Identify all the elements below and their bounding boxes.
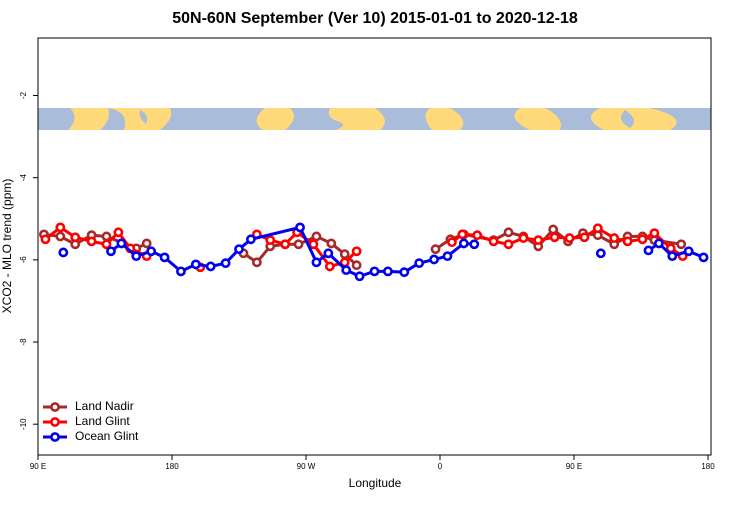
x-tick-label: 90 W: [297, 462, 316, 471]
point: [649, 228, 660, 239]
point: [354, 271, 365, 282]
point: [592, 223, 603, 234]
map-water: [38, 108, 711, 130]
x-tick-label: 180: [701, 462, 715, 471]
chart-title: 50N-60N September (Ver 10) 2015-01-01 to…: [172, 10, 578, 27]
point: [339, 249, 350, 260]
point: [399, 267, 410, 278]
point: [55, 231, 66, 242]
x-tick-label: 180: [165, 462, 179, 471]
legend-marker: [50, 432, 60, 442]
point: [667, 251, 678, 262]
point: [55, 222, 66, 233]
y-tick-label: -6: [19, 256, 28, 264]
point: [106, 246, 116, 257]
point: [430, 244, 441, 255]
point: [579, 232, 590, 243]
point: [176, 266, 186, 277]
point: [295, 222, 305, 233]
point: [518, 233, 529, 243]
x-tick-label: 0: [438, 462, 443, 471]
point: [40, 234, 51, 245]
x-tick-label: 90 E: [566, 462, 582, 471]
point: [503, 239, 514, 250]
point: [458, 238, 469, 249]
point: [293, 239, 304, 250]
point: [653, 238, 664, 249]
point: [564, 233, 575, 243]
point: [116, 238, 127, 249]
point: [429, 254, 439, 265]
point: [503, 227, 514, 238]
point: [101, 231, 112, 242]
point: [447, 237, 457, 248]
y-tick-label: -8: [19, 338, 28, 346]
point: [234, 244, 244, 255]
point: [683, 246, 694, 257]
point: [323, 248, 334, 259]
point: [457, 229, 468, 240]
y-axis-label: XCO2 - MLO trend (ppm): [0, 179, 14, 314]
point: [488, 236, 499, 247]
y-tick-label: -2: [19, 91, 28, 99]
legend-marker: [50, 402, 60, 412]
point: [131, 251, 142, 262]
point: [622, 236, 633, 247]
point: [549, 232, 560, 243]
point: [643, 245, 654, 256]
legend-label: Land Glint: [75, 414, 130, 428]
map-land: [38, 108, 711, 130]
point: [676, 239, 687, 250]
point: [246, 234, 256, 245]
point: [220, 258, 231, 269]
point: [533, 235, 544, 246]
point: [326, 238, 337, 249]
legend-marker: [50, 417, 60, 427]
point: [472, 230, 483, 241]
point: [698, 252, 709, 263]
legend-label: Ocean Glint: [75, 429, 139, 443]
point: [469, 239, 480, 250]
point: [251, 257, 262, 268]
point: [311, 257, 322, 268]
point: [58, 247, 69, 258]
point: [141, 238, 152, 249]
point: [383, 266, 393, 277]
point: [595, 248, 606, 259]
point: [190, 259, 201, 270]
point: [113, 227, 124, 238]
point: [548, 224, 559, 235]
point: [101, 239, 112, 250]
plot-frame: [37, 37, 712, 456]
point: [414, 258, 425, 269]
point: [205, 261, 216, 272]
point: [308, 239, 319, 250]
point: [146, 246, 157, 257]
point: [442, 251, 453, 262]
point: [159, 252, 170, 263]
point: [637, 234, 648, 245]
x-tick-label: 90 E: [30, 462, 46, 471]
y-tick-label: -10: [19, 418, 28, 430]
point: [280, 239, 291, 250]
x-axis-label: Longitude: [349, 476, 402, 490]
point: [369, 266, 380, 277]
point: [86, 236, 97, 247]
y-tick-label: -4: [19, 174, 28, 182]
point: [341, 265, 352, 276]
point: [324, 261, 335, 272]
point: [70, 232, 81, 243]
point: [351, 260, 362, 271]
point: [265, 235, 276, 246]
point: [609, 233, 620, 243]
point: [351, 246, 362, 257]
legend-label: Land Nadir: [75, 399, 134, 413]
map-strip: [38, 108, 711, 130]
point: [311, 231, 322, 242]
